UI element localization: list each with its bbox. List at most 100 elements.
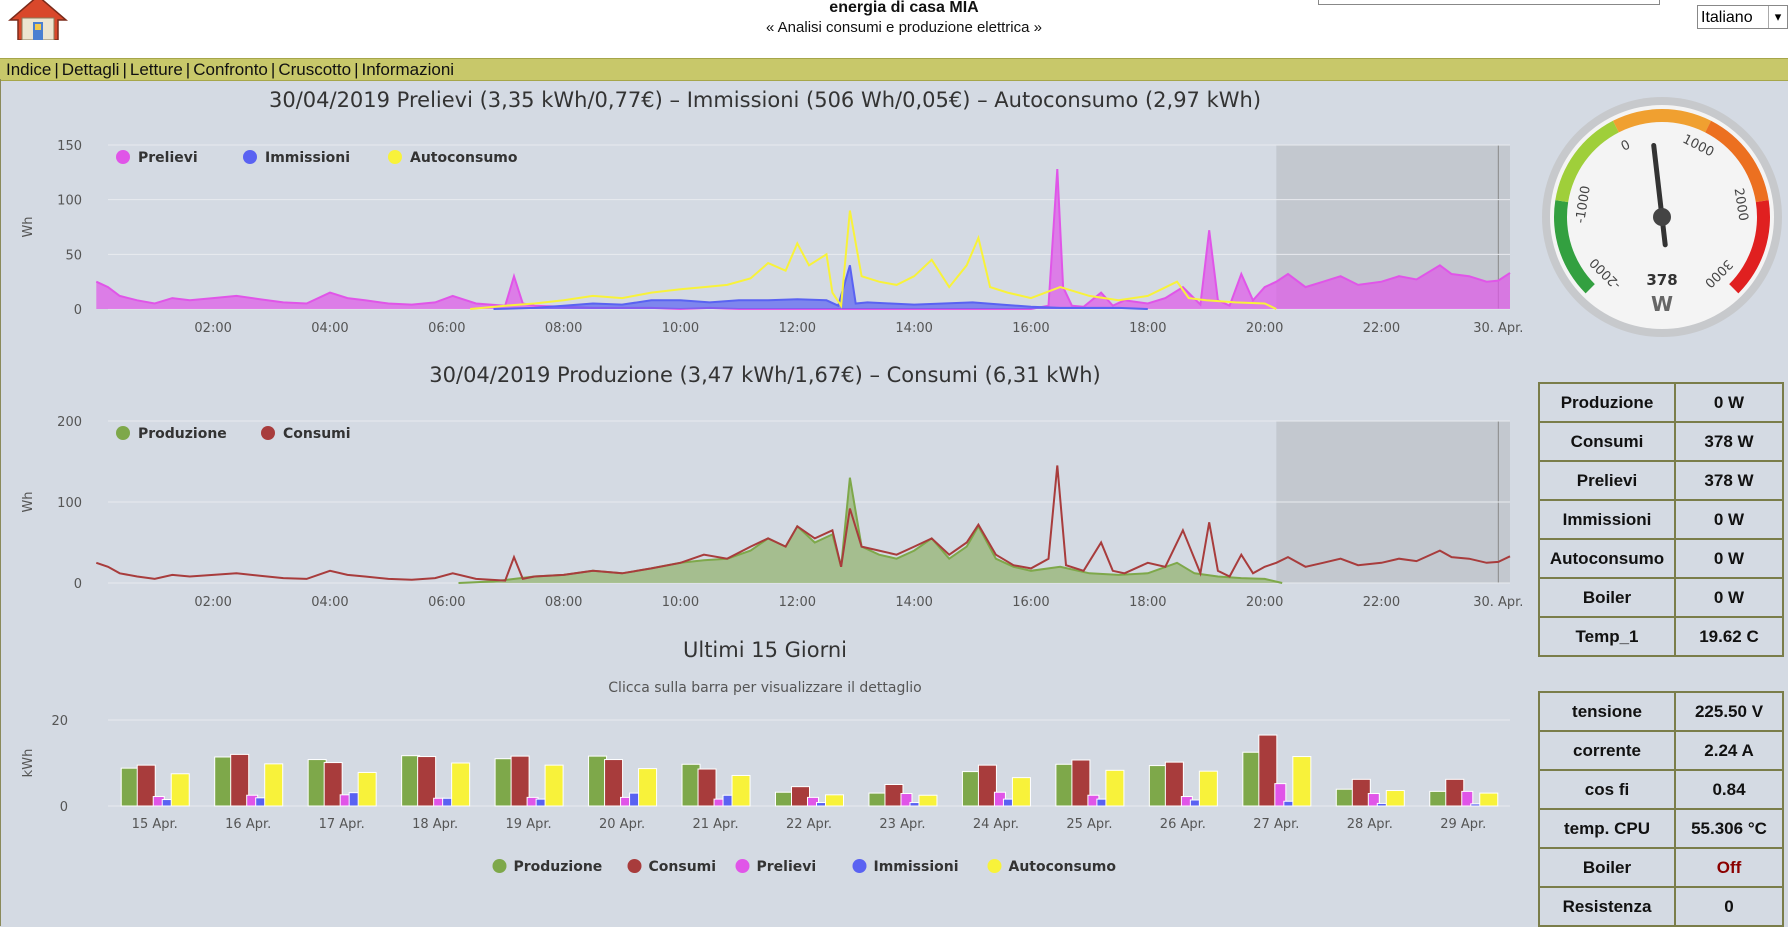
bar-consumi[interactable] — [1445, 778, 1465, 807]
bar-autoconsumo[interactable] — [1198, 770, 1218, 807]
bar-autoconsumo[interactable] — [544, 764, 564, 807]
x-tick-label: 18 Apr. — [412, 817, 458, 832]
bar-consumi[interactable] — [510, 755, 530, 807]
bar-produzione[interactable] — [494, 758, 514, 807]
bar-produzione[interactable] — [1242, 751, 1262, 807]
x-tick-label: 18:00 — [1129, 321, 1166, 336]
bar-prelievi[interactable] — [900, 793, 913, 807]
chart-prelievi-immissioni[interactable]: 0 50 100 150 Wh 02:00 04:00 06:00 08:00 10:00 12:0… — [0, 115, 1530, 345]
bar-produzione[interactable] — [120, 767, 140, 807]
bar-produzione[interactable] — [307, 759, 327, 807]
legend-marker — [243, 150, 257, 164]
bar-prelievi[interactable] — [1367, 793, 1380, 807]
series-line-immissioni — [493, 265, 1148, 310]
x-tick-label: 30. Apr. — [1473, 321, 1523, 336]
bar-produzione[interactable] — [588, 755, 608, 807]
bar-produzione[interactable] — [401, 755, 421, 807]
legend-marker — [735, 859, 750, 873]
bar-consumi[interactable] — [977, 764, 997, 807]
legend-item-autoconsumo[interactable]: Autoconsumo — [388, 150, 518, 166]
bar-consumi[interactable] — [604, 759, 624, 807]
bar-prelievi[interactable] — [1461, 790, 1474, 807]
bar-consumi[interactable] — [417, 756, 437, 807]
home-logo-icon[interactable] — [8, 0, 68, 40]
bar-autoconsumo[interactable] — [170, 773, 190, 807]
bar-consumi[interactable] — [1351, 778, 1371, 807]
bar-produzione[interactable] — [1148, 765, 1168, 807]
bar-autoconsumo[interactable] — [1292, 756, 1312, 807]
legend-item-autoconsumo[interactable]: Autoconsumo — [987, 859, 1117, 875]
bar-autoconsumo[interactable] — [451, 762, 471, 807]
legend-item-produzione[interactable]: Produzione — [492, 859, 603, 875]
bar-produzione[interactable] — [1055, 763, 1075, 807]
bar-prelievi[interactable] — [1274, 783, 1287, 807]
bar-autoconsumo[interactable] — [825, 794, 844, 807]
chart-ultimi-15-giorni[interactable]: 0 20 kWh 15 Apr. 16 Apr. 17 Apr. 18 Apr. 19 Apr… — [0, 700, 1530, 926]
bar-autoconsumo[interactable] — [1105, 769, 1125, 807]
legend-item-produzione[interactable]: Produzione — [116, 426, 227, 442]
bar-autoconsumo[interactable] — [918, 794, 938, 807]
nav-informazioni[interactable]: Informazioni — [361, 60, 455, 79]
x-tick-label: 04:00 — [311, 321, 348, 336]
bar-consumi[interactable] — [791, 786, 810, 807]
table-value: 0 W — [1674, 577, 1784, 618]
nav-cruscotto[interactable]: Cruscotto — [278, 60, 352, 79]
bar-autoconsumo[interactable] — [264, 763, 284, 807]
bar-prelievi[interactable] — [807, 796, 819, 807]
x-tick-label: 21 Apr. — [692, 817, 738, 832]
bar-consumi[interactable] — [1071, 759, 1091, 807]
series-line-autoconsumo — [470, 210, 1277, 310]
legend-item-immissioni[interactable]: Immissioni — [852, 859, 959, 875]
legend-item-consumi[interactable]: Consumi — [627, 859, 717, 875]
search-input[interactable] — [1318, 0, 1660, 5]
bar-produzione[interactable] — [1429, 790, 1449, 807]
gauge-tick-label: -1000 — [1573, 185, 1594, 225]
bar-autoconsumo[interactable] — [1479, 792, 1499, 807]
legend-item-prelievi[interactable]: Prelievi — [735, 859, 817, 875]
bar-autoconsumo[interactable] — [357, 771, 377, 807]
bar-autoconsumo[interactable] — [1385, 790, 1405, 807]
x-tick-label: 22 Apr. — [786, 817, 832, 832]
legend-label: Produzione — [514, 859, 603, 875]
chart-produzione-consumi[interactable]: 0 100 200 Wh 02:00 04:00 06:00 08:00 10:00 12:00 1… — [0, 400, 1530, 620]
table-value: 378 W — [1674, 460, 1784, 501]
chevron-down-icon[interactable]: ▾ — [1768, 6, 1787, 28]
x-tick-label: 20 Apr. — [599, 817, 645, 832]
gauge-band-darkorange — [1705, 120, 1769, 203]
nav-confronto[interactable]: Confronto — [193, 60, 268, 79]
bar-autoconsumo[interactable] — [1011, 777, 1031, 807]
nav-indice[interactable]: Indice — [6, 60, 52, 79]
bar-consumi[interactable] — [136, 764, 156, 807]
nav-dettagli[interactable]: Dettagli — [61, 60, 120, 79]
x-tick-label: 18:00 — [1129, 595, 1166, 610]
legend-item-prelievi[interactable]: Prelievi — [116, 150, 198, 166]
legend-item-consumi[interactable]: Consumi — [261, 426, 351, 442]
bar-consumi[interactable] — [1258, 734, 1278, 807]
table-label: Temp_1 — [1538, 616, 1676, 657]
bar-produzione[interactable] — [961, 771, 981, 807]
bar-consumi[interactable] — [884, 784, 904, 807]
table-value: 0 W — [1674, 499, 1784, 540]
nav-letture[interactable]: Letture — [129, 60, 183, 79]
bar-produzione[interactable] — [868, 792, 888, 807]
bar-produzione[interactable] — [775, 791, 794, 807]
bar-consumi[interactable] — [697, 768, 717, 807]
y-tick-label: 100 — [57, 496, 82, 511]
bar-produzione[interactable] — [1335, 788, 1355, 807]
x-tick-label: 20:00 — [1246, 321, 1283, 336]
x-tick-label: 02:00 — [194, 321, 231, 336]
y-tick-label: 100 — [57, 194, 82, 209]
bar-autoconsumo[interactable] — [638, 768, 658, 807]
gauge-unit: W — [1651, 292, 1673, 316]
table-label: temp. CPU — [1538, 808, 1676, 849]
bar-autoconsumo[interactable] — [731, 774, 751, 807]
bar-produzione[interactable] — [681, 763, 701, 807]
table-value: Off — [1674, 847, 1784, 888]
legend-item-immissioni[interactable]: Immissioni — [243, 150, 350, 166]
bar-consumi[interactable] — [1164, 761, 1184, 807]
y-tick-label: 200 — [57, 415, 82, 430]
bar-consumi[interactable] — [230, 753, 250, 807]
bar-produzione[interactable] — [214, 756, 234, 807]
language-select[interactable]: Italiano ▾ — [1697, 5, 1788, 29]
bar-consumi[interactable] — [323, 762, 343, 807]
